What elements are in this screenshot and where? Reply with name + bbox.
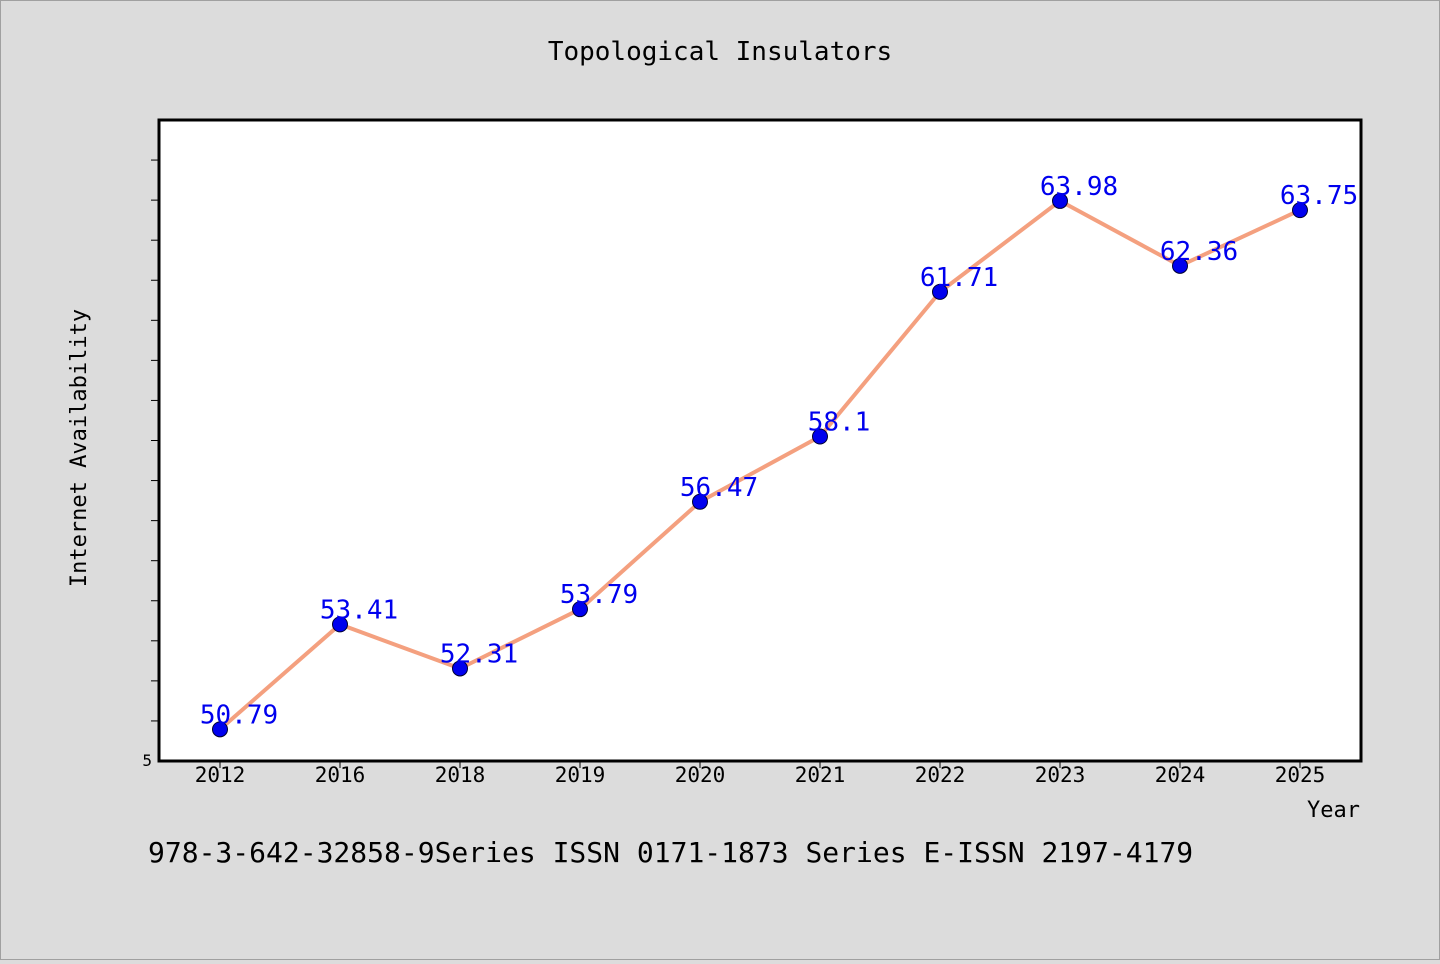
isbn-footer: 978-3-642-32858-9Series ISSN 0171-1873 S…: [148, 836, 1193, 869]
data-label: 53.41: [320, 595, 398, 625]
data-point: [932, 283, 948, 300]
data-label: 53.79: [560, 580, 638, 610]
data-label: 62.36: [1160, 237, 1238, 267]
data-label: 56.47: [680, 473, 758, 503]
data-label: 61.71: [920, 263, 998, 293]
data-label: 50.79: [200, 700, 278, 730]
data-label: 58.1: [808, 407, 871, 437]
data-point: [452, 660, 468, 677]
data-point: [1292, 202, 1308, 219]
data-point: [812, 428, 828, 445]
series-line: [218, 198, 1301, 731]
x-tick-label: 2012: [195, 763, 246, 787]
y-axis-ticks: [151, 159, 159, 722]
x-tick-label: 2018: [435, 763, 486, 787]
data-labels: 50.79 53.41 52.31 53.79 56.47 58.1 61.71 63.98 6…: [200, 172, 1358, 730]
x-tick-label: 2025: [1275, 763, 1326, 787]
data-point: [572, 601, 588, 618]
data-point: [692, 493, 708, 510]
plot-area: [157, 118, 1363, 763]
y-axis-label: Internet Availability: [67, 309, 92, 587]
x-axis-ticks: [219, 761, 1301, 768]
x-tick-label: 2016: [315, 763, 366, 787]
data-label: 63.98: [1040, 172, 1118, 202]
x-tick-label: 2023: [1035, 763, 1086, 787]
data-points: [212, 192, 1308, 738]
x-tick-label: 2019: [555, 763, 606, 787]
data-point: [212, 721, 228, 738]
data-label: 52.31: [440, 639, 518, 669]
chart-title: Topological Insulators: [548, 37, 892, 67]
x-tick-label: 2020: [675, 763, 726, 787]
data-point: [1172, 257, 1188, 274]
x-axis-label: Year: [1307, 798, 1360, 823]
x-tick-label: 2024: [1155, 763, 1206, 787]
data-point: [1052, 192, 1068, 209]
x-tick-label: 2021: [795, 763, 846, 787]
data-point: [332, 616, 348, 633]
x-axis-tick-labels: 2012 2016 2018 2019 2020 2021 2022 2023 2024 2025: [195, 763, 1326, 787]
data-label: 63.75: [1280, 181, 1358, 211]
y-tick-label: 5: [142, 751, 152, 770]
x-tick-label: 2022: [915, 763, 966, 787]
